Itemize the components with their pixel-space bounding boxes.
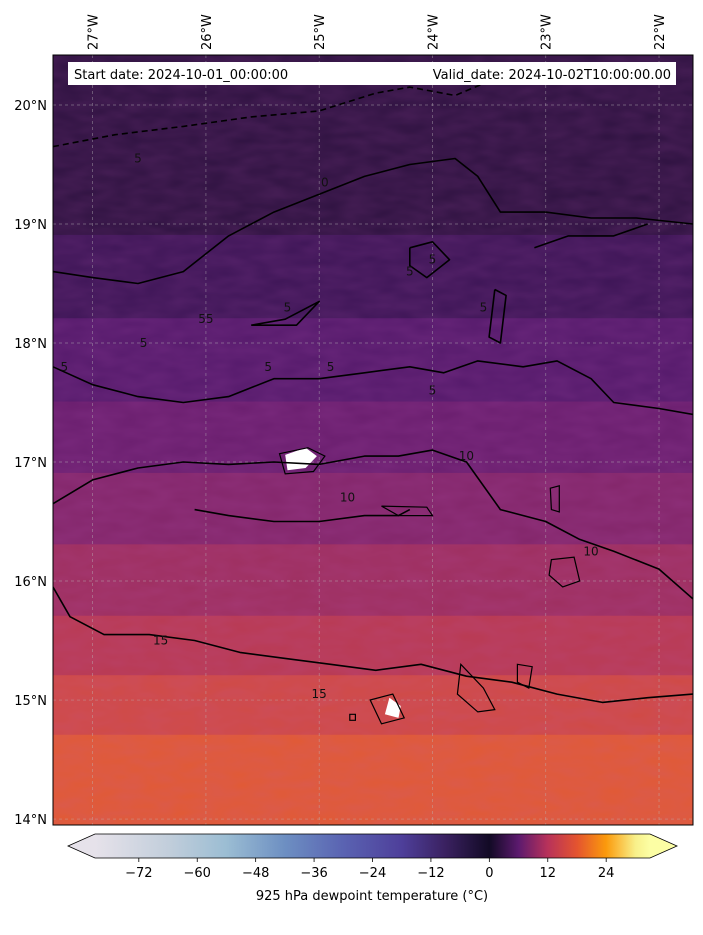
contour-line-5	[488, 288, 507, 344]
contour-label: 5	[140, 336, 148, 350]
colorbar-tick-label: −60	[184, 866, 211, 881]
island-outline	[278, 447, 326, 475]
contour-line-0	[53, 80, 490, 148]
latitude-label: 15°N	[14, 694, 47, 709]
colorbar-tick-label: 12	[539, 866, 556, 881]
graticule	[53, 55, 693, 825]
contour-label: 5	[61, 360, 69, 374]
longitude-label: 22°W	[653, 14, 668, 50]
longitude-label: 25°W	[313, 14, 328, 50]
contour-label: 5	[429, 253, 437, 267]
island-outline	[516, 663, 533, 690]
latitude-label: 18°N	[14, 337, 47, 352]
missing-data-patch	[384, 697, 401, 718]
latitude-label: 19°N	[14, 218, 47, 233]
longitude-label: 24°W	[426, 14, 441, 50]
contour-label: 10	[583, 544, 598, 558]
contour-label: 5	[327, 360, 335, 374]
contour-label: 5	[264, 360, 272, 374]
island-outline	[456, 662, 496, 713]
longitude-label: 27°W	[87, 14, 102, 50]
colorbar-tick-label: −48	[242, 866, 269, 881]
contour-line-15	[53, 586, 693, 704]
latitude-label: 14°N	[14, 813, 47, 828]
colorbar-label: 925 hPa dewpoint temperature (°C)	[256, 889, 488, 904]
contour-label: 5	[480, 300, 488, 314]
contour-label: 15	[153, 634, 168, 648]
latitude-label: 16°N	[14, 575, 47, 590]
contour-line-5	[53, 360, 693, 416]
island-outline	[369, 693, 406, 725]
start-date-label: Start date: 2024-10-01_00:00:00	[74, 68, 288, 83]
longitude-label: 26°W	[200, 14, 215, 50]
colorbar-tick-label: −36	[300, 866, 327, 881]
missing-data-patches	[285, 447, 401, 718]
valid-date-label: Valid_date: 2024-10-02T10:00:00.00	[433, 68, 671, 83]
dewpoint-contours	[53, 80, 693, 704]
latitude-label: 20°N	[14, 99, 47, 114]
contour-label: 5	[429, 384, 437, 398]
colorbar-ticks: −72 −60 −48 −36 −24 −12 0 12 24	[125, 858, 614, 881]
island-outline	[549, 485, 560, 513]
contour-label: 5	[284, 300, 292, 314]
coastlines	[278, 447, 581, 725]
contour-label: 10	[459, 449, 474, 463]
latitude-label: 17°N	[14, 456, 47, 471]
contour-label: 15	[312, 687, 327, 701]
island-outline	[349, 713, 356, 721]
contour-label: 10	[340, 491, 355, 505]
colorbar-tick-label: 24	[598, 866, 615, 881]
longitude-label: 23°W	[540, 14, 555, 50]
header-box: Start date: 2024-10-01_00:00:00 Valid_da…	[68, 62, 676, 85]
contour-line-5	[409, 241, 451, 279]
colorbar-tick-label: −24	[359, 866, 386, 881]
island-outline	[381, 505, 434, 517]
contour-line-0	[53, 157, 693, 285]
contour-label: 5	[134, 152, 142, 166]
colorbar-tick-label: 0	[485, 866, 493, 881]
contour-line-5	[251, 300, 320, 326]
contour-label: 5	[406, 265, 414, 279]
colorbar-tick-label: −72	[125, 866, 152, 881]
fill-texture	[53, 55, 693, 825]
colorbar-body	[67, 833, 678, 859]
longitude-tick-labels: 27°W 26°W 25°W 24°W 23°W 22°W	[87, 14, 668, 50]
missing-data-patch	[285, 447, 317, 471]
colorbar-tick-label: −12	[417, 866, 444, 881]
map-frame	[52, 54, 694, 826]
contour-line-0	[534, 223, 648, 249]
contour-label: 55	[198, 312, 213, 326]
contour-line-10	[53, 449, 693, 600]
latitude-tick-labels: 20°N 19°N 18°N 17°N 16°N 15°N 14°N	[14, 99, 47, 828]
colorbar: −72 −60 −48 −36 −24 −12 0 12 24 925 hPa dewpoint…	[67, 833, 678, 904]
contour-label: 0	[321, 175, 329, 189]
island-outline	[548, 556, 581, 588]
